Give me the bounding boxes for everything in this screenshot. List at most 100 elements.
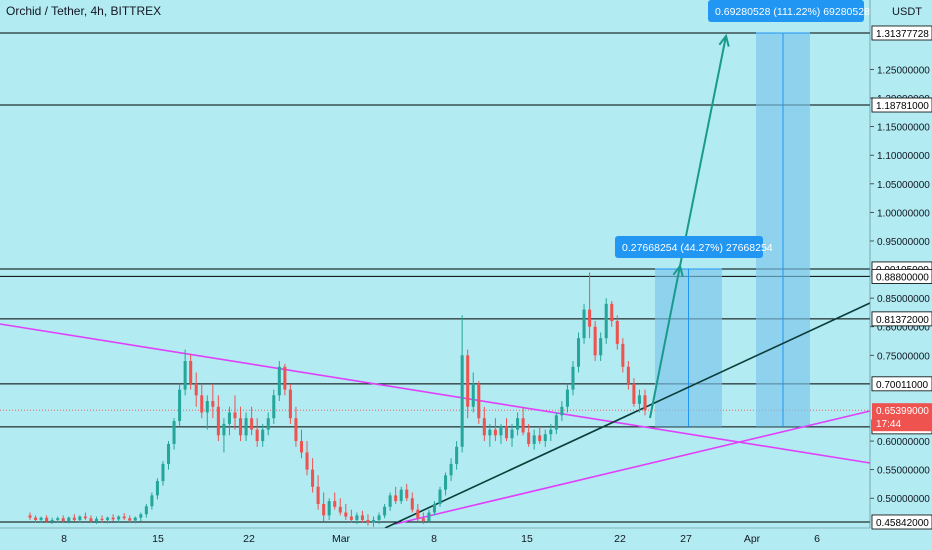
candle-body — [565, 389, 569, 407]
candle-body — [444, 475, 448, 490]
projection-arrows[interactable] — [649, 33, 730, 419]
projection-labels: 0.27668254 (44.27%) 27668254 0.69280528 (… — [615, 0, 870, 258]
x-tick-label: 22 — [614, 533, 626, 545]
projection-arrow-line — [679, 35, 727, 267]
level-price-label: 0.88800000 — [876, 272, 929, 283]
candle-body — [637, 395, 641, 404]
symbol-title[interactable]: Orchid / Tether, 4h, BITTREX — [6, 4, 162, 18]
candle-body — [488, 429, 492, 436]
candle-body — [100, 518, 104, 520]
candle-body — [166, 443, 171, 464]
y-tick-label: 1.05000000 — [877, 180, 930, 191]
candle-body — [183, 361, 187, 390]
candle-body — [383, 506, 387, 516]
candle-body — [61, 518, 65, 522]
countdown-label: 17:44 — [876, 419, 901, 430]
candle-body — [588, 309, 592, 327]
candle-body — [438, 489, 442, 504]
candle-body — [83, 516, 87, 519]
candle-body — [327, 501, 331, 516]
projection-label: 0.27668254 (44.27%) 27668254 — [622, 242, 773, 254]
current-price-tag — [872, 403, 932, 432]
candle-body — [610, 303, 614, 322]
candle-body — [516, 418, 520, 430]
x-tick-label: 22 — [243, 533, 255, 545]
candle-body — [233, 412, 237, 419]
candle-body — [161, 463, 165, 482]
candle-body — [288, 389, 292, 419]
x-tick-label: 27 — [680, 533, 692, 545]
candle-body — [128, 518, 132, 521]
candle-body — [471, 383, 475, 407]
candle-body — [211, 401, 215, 407]
price-axis[interactable]: 1.250000001.200000001.150000001.10000000… — [869, 0, 932, 550]
projection-boxes[interactable] — [655, 32, 810, 427]
projection-label-box — [708, 0, 864, 22]
candle-body — [394, 495, 398, 502]
candle-body — [178, 389, 182, 422]
x-tick-label: 6 — [814, 533, 820, 545]
x-tick-label: Mar — [332, 533, 351, 545]
candle-body — [261, 429, 265, 442]
candle-body — [576, 338, 581, 367]
projection-arrow-head — [718, 33, 730, 47]
candle-body — [366, 519, 370, 523]
x-tick-label: 15 — [152, 533, 164, 545]
candle-body — [333, 501, 337, 507]
y-tick-label: 1.15000000 — [877, 123, 930, 134]
level-price-tag — [871, 311, 932, 327]
candle-body — [360, 515, 364, 520]
candle-body — [599, 338, 603, 356]
candle-body — [94, 518, 99, 522]
candle-body — [322, 503, 326, 516]
candle-body — [532, 435, 536, 444]
candle-body — [222, 423, 226, 436]
candle-body — [78, 516, 82, 520]
candle-body — [311, 469, 315, 487]
candle-body — [172, 421, 176, 444]
time-axis[interactable]: 8 15 22 Mar 8 15 22 27 Apr 6 — [0, 527, 870, 550]
candle-body — [416, 509, 420, 519]
level-price-tag — [871, 25, 932, 41]
candle-body — [272, 395, 276, 419]
x-tick-label: 8 — [61, 533, 67, 545]
level-price-tag — [871, 97, 932, 113]
candle-body — [549, 429, 553, 435]
candle-body — [89, 518, 93, 522]
candle-body — [111, 517, 115, 520]
candle-body — [349, 516, 353, 520]
candle-body — [499, 426, 503, 436]
candlestick-series — [28, 272, 647, 527]
y-tick-label: 0.75000000 — [877, 351, 930, 362]
candle-body — [239, 418, 243, 436]
level-price-label: 1.31377728 — [876, 29, 929, 40]
candle-body — [139, 514, 143, 518]
candle-body — [316, 486, 320, 504]
candle-body — [543, 434, 547, 442]
candle-body — [194, 383, 198, 396]
candle-body — [521, 418, 525, 433]
candle-body — [355, 515, 359, 520]
grid-and-levels — [0, 32, 870, 523]
candle-body — [266, 418, 270, 430]
candle-body — [67, 517, 71, 522]
candle-body — [604, 303, 608, 339]
candle-body — [133, 517, 137, 521]
candle-body — [155, 481, 159, 496]
candle-body — [571, 366, 575, 390]
candle-body — [244, 418, 248, 436]
candle-body — [122, 516, 126, 519]
candle-body — [421, 518, 425, 522]
candle-body — [538, 435, 542, 442]
y-tick-label: 0.95000000 — [877, 237, 930, 248]
y-tick-label: 1.10000000 — [877, 151, 930, 162]
trend-lines[interactable] — [0, 302, 871, 529]
candle-body — [482, 418, 486, 436]
candle-body — [593, 326, 597, 356]
ascending-trendline-upper — [384, 302, 871, 529]
y-tick-label: 0.60000000 — [877, 437, 930, 448]
candle-body — [277, 366, 281, 396]
candle-body — [305, 452, 309, 470]
candle-body — [227, 412, 231, 424]
